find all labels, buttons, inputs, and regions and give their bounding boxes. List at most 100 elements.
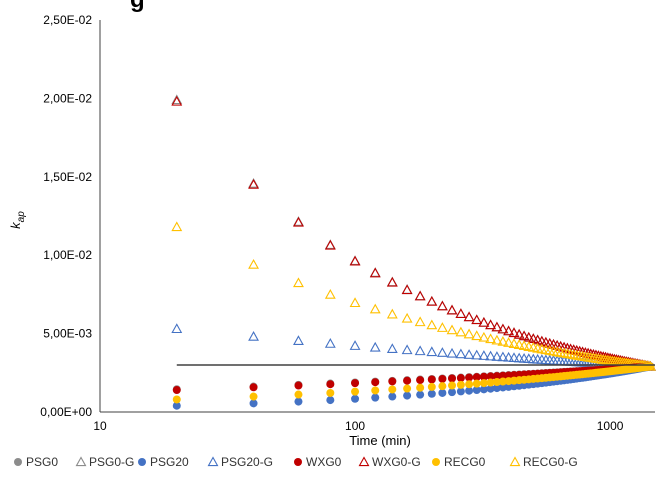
data-point [491, 351, 503, 361]
data-point [438, 388, 447, 397]
x-tick-label: 10 [93, 419, 107, 433]
data-point [571, 345, 583, 355]
data-point [486, 378, 495, 387]
data-point [427, 382, 436, 391]
series-psg0-g [171, 94, 656, 371]
data-point [455, 348, 467, 359]
data-point [414, 290, 426, 301]
data-point [446, 324, 458, 335]
data-point [426, 296, 438, 306]
data-point [388, 392, 397, 401]
data-point [386, 308, 398, 319]
legend-label: RECG0 [444, 455, 486, 469]
data-point [171, 95, 183, 106]
data-point [172, 395, 181, 404]
data-point [471, 349, 483, 360]
y-tick-label: 0,00E+00 [40, 405, 92, 419]
data-point [294, 381, 303, 390]
legend-item-recg0-g: RECG0-G [509, 455, 578, 469]
data-point [403, 391, 412, 400]
data-point [401, 312, 413, 323]
data-point [349, 297, 361, 308]
legend-item-psg0-g: PSG0-G [75, 455, 134, 469]
data-point [386, 343, 398, 353]
data-point [503, 337, 515, 347]
data-point [448, 374, 457, 383]
legend-item-wxg0-g: WXG0-G [358, 455, 421, 469]
data-point [472, 373, 481, 382]
data-point [518, 340, 530, 351]
legend-marker [294, 458, 302, 466]
data-point [326, 396, 335, 405]
data-point [324, 239, 336, 250]
data-point [293, 216, 304, 227]
y-tick-label: 5,00E-03 [43, 327, 92, 341]
data-point [249, 392, 258, 401]
data-point [426, 346, 438, 357]
data-point [486, 372, 495, 381]
data-point [414, 345, 426, 356]
data-point [294, 390, 303, 399]
data-point [485, 319, 497, 330]
data-point [472, 379, 481, 388]
data-point [565, 343, 577, 354]
data-point [403, 376, 412, 385]
y-tick-label: 1,00E-02 [43, 248, 92, 262]
data-point [485, 333, 497, 344]
data-point [414, 316, 426, 327]
data-point [388, 377, 397, 386]
data-point [513, 339, 525, 350]
data-point [561, 348, 573, 358]
legend-item-psg0: PSG0 [14, 455, 58, 469]
data-point [478, 317, 490, 327]
data-point [371, 378, 380, 387]
series-wxg0-g [171, 95, 656, 371]
data-point [171, 221, 183, 232]
data-point [324, 338, 336, 348]
data-point [456, 380, 465, 389]
data-point [471, 330, 483, 341]
data-point [326, 380, 335, 389]
legend-label: PSG20-G [221, 455, 273, 469]
x-tick-label: 1000 [597, 419, 624, 433]
data-point [508, 338, 520, 349]
data-point [248, 178, 259, 189]
data-point [456, 374, 465, 383]
data-point [503, 325, 515, 336]
legend-marker [509, 456, 521, 467]
data-point [492, 384, 501, 393]
data-point [249, 399, 258, 408]
data-point [293, 277, 304, 288]
data-point [371, 393, 380, 402]
data-point [558, 341, 570, 352]
data-point [568, 344, 580, 355]
data-point [248, 331, 259, 341]
legend-item-psg20-g: PSG20-G [207, 455, 273, 469]
data-point [463, 328, 475, 339]
data-point [465, 373, 474, 382]
data-point [349, 340, 361, 350]
data-point [438, 374, 447, 383]
legend-marker [207, 456, 219, 467]
data-point [351, 387, 360, 396]
data-point [436, 322, 448, 332]
data-point [427, 375, 436, 384]
y-tick-label: 2,50E-02 [43, 13, 92, 27]
data-point [371, 386, 380, 395]
data-point [401, 344, 413, 355]
data-point [465, 386, 474, 395]
y-tick-labels: 0,00E+00 5,00E-03 1,00E-02 1,50E-02 2,00E-02… [40, 13, 92, 419]
data-point [465, 380, 474, 389]
data-point [172, 386, 181, 395]
data-point [403, 384, 412, 393]
data-point [248, 258, 259, 269]
data-point [416, 383, 425, 392]
x-tick-labels: 10 100 1000 [93, 419, 623, 433]
legend-item-psg20: PSG20 [138, 455, 189, 469]
data-point [497, 335, 509, 346]
legend-label: PSG0 [26, 455, 58, 469]
series-recg0 [172, 362, 655, 404]
data-point [551, 346, 563, 357]
data-point [369, 341, 381, 352]
